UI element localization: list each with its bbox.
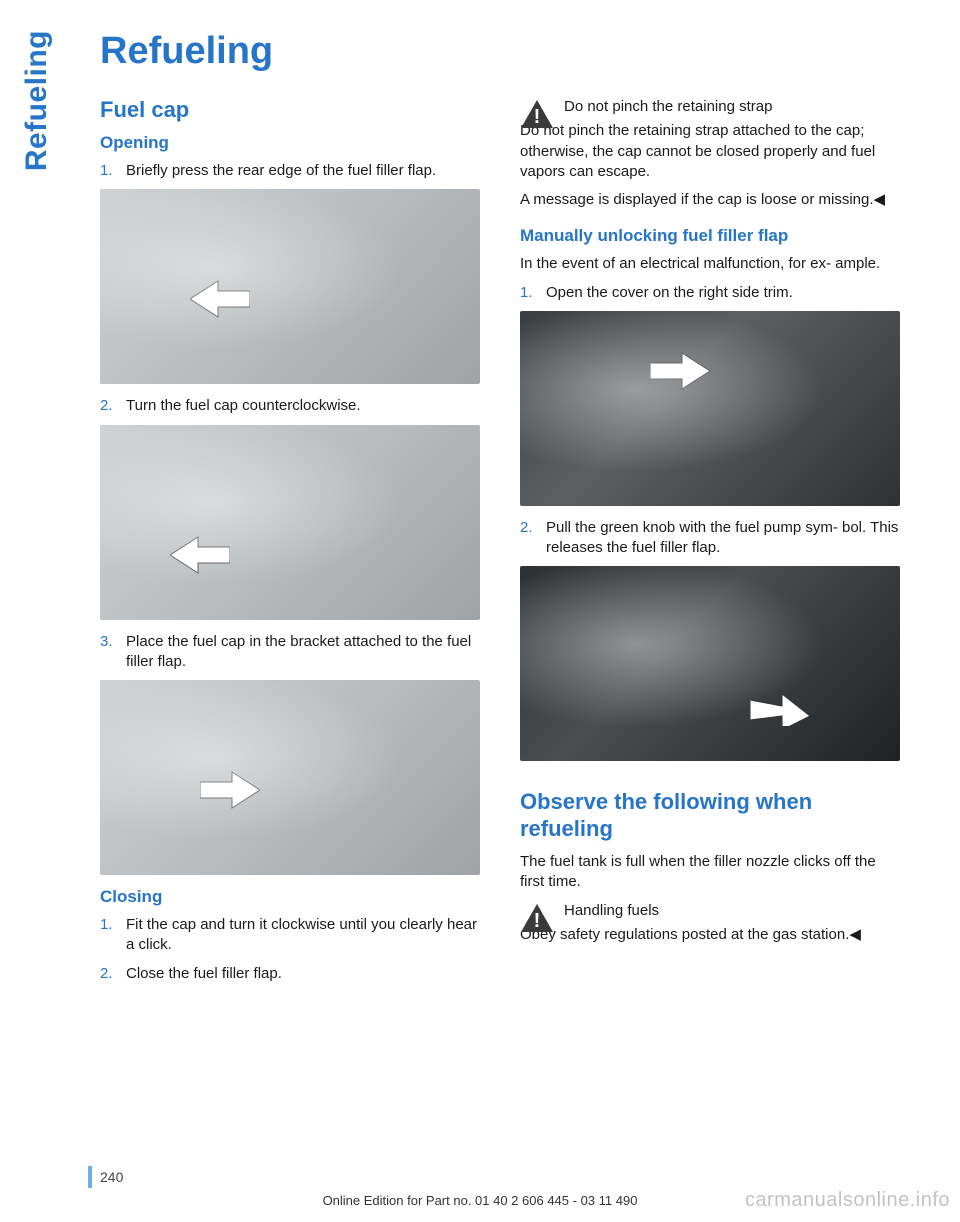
content-columns: Fuel cap Opening 1. Briefly press the re…: [100, 97, 900, 992]
step-text: Briefly press the rear edge of the fuel …: [126, 162, 436, 179]
left-column: Fuel cap Opening 1. Briefly press the re…: [100, 97, 480, 992]
warning-handling-fuels: ! Handling fuels: [520, 901, 900, 921]
warning-after-text: A message is displayed if the cap is loo…: [520, 190, 900, 210]
warning-retaining-strap: ! Do not pinch the retaining strap: [520, 97, 900, 117]
step-number: 2.: [520, 518, 533, 538]
figure-pull-knob: [520, 566, 900, 761]
opening-steps-list-2: 2. Turn the fuel cap counterclockwise.: [100, 396, 480, 416]
closing-steps-list: 1. Fit the cap and turn it clockwise unt…: [100, 915, 480, 984]
page-number-bar: [88, 1166, 92, 1188]
manual-steps-list-2: 2. Pull the green knob with the fuel pum…: [520, 518, 900, 559]
arrow-icon: [190, 279, 250, 319]
opening-steps-list-3: 3. Place the fuel cap in the bracket att…: [100, 632, 480, 673]
right-column: ! Do not pinch the retaining strap Do no…: [520, 97, 900, 992]
arrow-icon: [200, 770, 260, 810]
step-number: 1.: [100, 161, 113, 181]
manual-intro-text: In the event of an electrical malfunctio…: [520, 254, 900, 274]
arrow-icon: [750, 686, 810, 726]
step-number: 3.: [100, 632, 113, 652]
page-number: 240: [100, 1169, 123, 1185]
heading-observe: Observe the following when refueling: [520, 789, 900, 842]
side-tab-label: Refueling: [20, 30, 54, 171]
heading-manual-unlock: Manually unlocking fuel filler flap: [520, 226, 900, 246]
heading-closing: Closing: [100, 887, 480, 907]
figure-place-cap: [100, 680, 480, 875]
heading-opening: Opening: [100, 133, 480, 153]
step-number: 1.: [520, 283, 533, 303]
step-text: Open the cover on the right side trim.: [546, 284, 793, 301]
figure-open-cover: [520, 311, 900, 506]
observe-body-text: The fuel tank is full when the filler no…: [520, 852, 900, 893]
page-container: Refueling Refueling Fuel cap Opening 1. …: [0, 0, 960, 1222]
list-item: 2. Close the fuel filler flap.: [100, 964, 480, 984]
figure-press-flap: [100, 189, 480, 384]
opening-steps-list: 1. Briefly press the rear edge of the fu…: [100, 161, 480, 181]
step-number: 2.: [100, 964, 113, 984]
step-number: 2.: [100, 396, 113, 416]
step-text: Close the fuel filler flap.: [126, 965, 282, 982]
list-item: 1. Briefly press the rear edge of the fu…: [100, 161, 480, 181]
step-text: Pull the green knob with the fuel pump s…: [546, 519, 898, 556]
warning-body: Obey safety regulations posted at the ga…: [520, 925, 900, 945]
warning-title: Do not pinch the retaining strap: [564, 98, 772, 115]
svg-text:!: !: [534, 106, 541, 128]
list-item: 1. Fit the cap and turn it clockwise unt…: [100, 915, 480, 956]
arrow-icon: [170, 535, 230, 575]
step-text: Fit the cap and turn it clockwise until …: [126, 916, 477, 953]
step-number: 1.: [100, 915, 113, 935]
figure-turn-cap: [100, 425, 480, 620]
list-item: 1. Open the cover on the right side trim…: [520, 283, 900, 303]
step-text: Place the fuel cap in the bracket attach…: [126, 633, 471, 670]
warning-icon: !: [520, 903, 554, 933]
warning-body: Do not pinch the retaining strap attache…: [520, 121, 900, 182]
svg-text:!: !: [534, 910, 541, 932]
watermark-text: carmanualsonline.info: [745, 1189, 950, 1212]
page-title: Refueling: [100, 30, 900, 73]
heading-fuel-cap: Fuel cap: [100, 97, 480, 123]
arrow-icon: [650, 351, 710, 391]
page-number-box: 240: [88, 1166, 123, 1188]
list-item: 2. Pull the green knob with the fuel pum…: [520, 518, 900, 559]
step-text: Turn the fuel cap counterclockwise.: [126, 397, 361, 414]
list-item: 2. Turn the fuel cap counterclockwise.: [100, 396, 480, 416]
manual-steps-list: 1. Open the cover on the right side trim…: [520, 283, 900, 303]
list-item: 3. Place the fuel cap in the bracket att…: [100, 632, 480, 673]
warning-icon: !: [520, 99, 554, 129]
warning-title: Handling fuels: [564, 902, 659, 919]
